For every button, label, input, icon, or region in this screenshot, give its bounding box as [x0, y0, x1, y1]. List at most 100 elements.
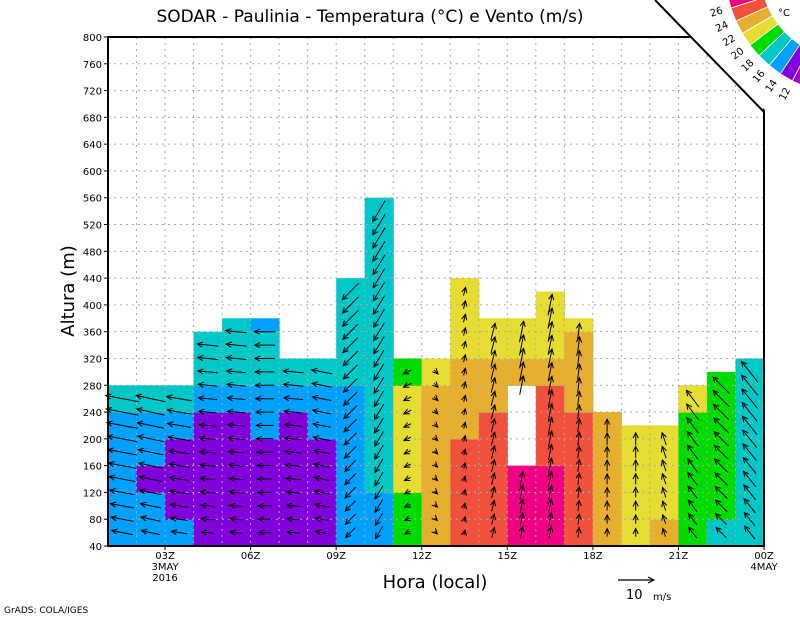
wind-arrow-head — [575, 403, 582, 411]
wind-arrow-head — [431, 514, 439, 522]
wind-arrow-head — [256, 502, 264, 509]
wind-arrow-shaft — [342, 337, 359, 353]
wind-arrow — [373, 363, 385, 382]
wind-arrow — [714, 512, 728, 526]
wind-arrow-shaft — [342, 323, 359, 340]
wind-arrow-shaft — [374, 472, 384, 487]
wind-arrow — [403, 462, 411, 468]
wind-arrow — [632, 445, 639, 459]
y-tick-label: 600 — [83, 167, 102, 178]
wind-arrow — [373, 417, 384, 434]
wind-arrow-head — [168, 488, 176, 495]
wind-arrow-shaft — [342, 364, 358, 380]
wind-arrow-head — [402, 422, 410, 428]
wind-arrow-shaft — [491, 445, 496, 459]
wind-arrow-shaft — [198, 383, 218, 387]
wind-arrow — [373, 349, 385, 368]
wind-arrow-head — [197, 422, 205, 429]
wind-arrow-head — [226, 435, 234, 442]
wind-arrow — [547, 361, 554, 382]
wind-arrow — [105, 420, 138, 429]
wind-arrow — [490, 458, 497, 472]
wind-arrow — [167, 434, 191, 442]
wind-arrow-head — [712, 403, 720, 411]
wind-arrow-head — [343, 412, 350, 420]
wind-arrow — [373, 404, 385, 421]
y-tick-label: 160 — [83, 462, 102, 473]
wind-arrow-shaft — [312, 423, 331, 428]
wind-arrow-head — [256, 475, 264, 483]
wind-arrow-head — [604, 472, 611, 480]
wind-arrow-shaft — [688, 527, 698, 539]
wind-arrow-shaft — [228, 477, 244, 481]
wind-arrow — [343, 445, 357, 459]
wind-arrow — [604, 459, 611, 471]
wind-arrow — [199, 502, 215, 509]
wind-arrow — [575, 335, 583, 354]
wind-arrow-head — [688, 526, 695, 534]
y-tick-label: 720 — [83, 87, 102, 98]
wind-arrow-shaft — [199, 450, 216, 454]
wind-arrow-shaft — [686, 403, 700, 421]
wind-arrow-shaft — [547, 294, 553, 316]
wind-arrow-head — [714, 512, 722, 520]
wind-arrow — [228, 489, 244, 496]
wind-arrow-head — [686, 416, 693, 424]
wind-arrow-head — [225, 368, 233, 375]
wind-arrow — [686, 444, 699, 460]
wind-arrow-head — [344, 505, 351, 512]
wind-arrow-head — [431, 434, 439, 442]
wind-arrow-head — [373, 374, 380, 382]
wind-arrow-head — [283, 448, 291, 455]
wind-arrow-shaft — [577, 418, 580, 433]
wind-arrow — [228, 516, 243, 523]
wind-arrow — [685, 389, 700, 408]
y-tick-label: 360 — [83, 328, 102, 339]
wind-arrow-head — [632, 472, 639, 480]
wind-arrow-shaft — [372, 200, 386, 222]
wind-arrow — [575, 403, 582, 420]
wind-arrow — [341, 296, 359, 314]
wind-arrow-head — [490, 335, 497, 343]
wind-arrow — [713, 458, 729, 473]
wind-arrow — [374, 444, 384, 461]
wind-arrow-shaft — [404, 463, 411, 468]
wind-arrow — [712, 403, 730, 421]
wind-arrow-head — [461, 353, 468, 361]
wind-arrow — [519, 361, 526, 382]
wind-arrow-shaft — [547, 348, 553, 369]
wind-arrow-head — [372, 308, 379, 316]
wind-arrow-head — [575, 499, 582, 507]
wind-arrow-shaft — [372, 227, 386, 249]
x-tick-label: 09Z — [326, 551, 346, 562]
wind-arrow-head — [604, 459, 611, 466]
wind-arrow-head — [135, 407, 143, 414]
wind-arrow-shaft — [490, 377, 496, 393]
wind-arrow-head — [604, 513, 611, 521]
wind-arrow-head — [490, 403, 497, 411]
legend-swatch — [728, 0, 758, 9]
wind-arrow — [225, 381, 246, 388]
wind-arrow-shaft — [283, 383, 304, 387]
wind-arrow-shaft — [374, 485, 384, 500]
wind-arrow-head — [314, 529, 322, 536]
wind-arrow — [374, 499, 384, 514]
wind-arrow-head — [374, 506, 381, 514]
wind-arrow-head — [253, 355, 261, 362]
wind-arrow-head — [685, 389, 693, 397]
wind-arrow-head — [254, 368, 261, 375]
wind-arrow-head — [403, 528, 411, 535]
wind-arrow-shaft — [226, 370, 247, 374]
wind-arrow — [461, 407, 468, 416]
wind-arrow-head — [461, 461, 467, 469]
wind-arrow-head — [109, 501, 117, 508]
wind-arrow-shaft — [169, 463, 190, 468]
wind-arrow-head — [661, 513, 668, 521]
wind-arrow — [712, 389, 730, 408]
wind-arrow — [604, 445, 611, 458]
temperature-cell — [707, 371, 737, 386]
wind-arrow — [344, 500, 357, 512]
wind-arrow-head — [403, 475, 411, 482]
wind-arrow-head — [135, 393, 143, 400]
